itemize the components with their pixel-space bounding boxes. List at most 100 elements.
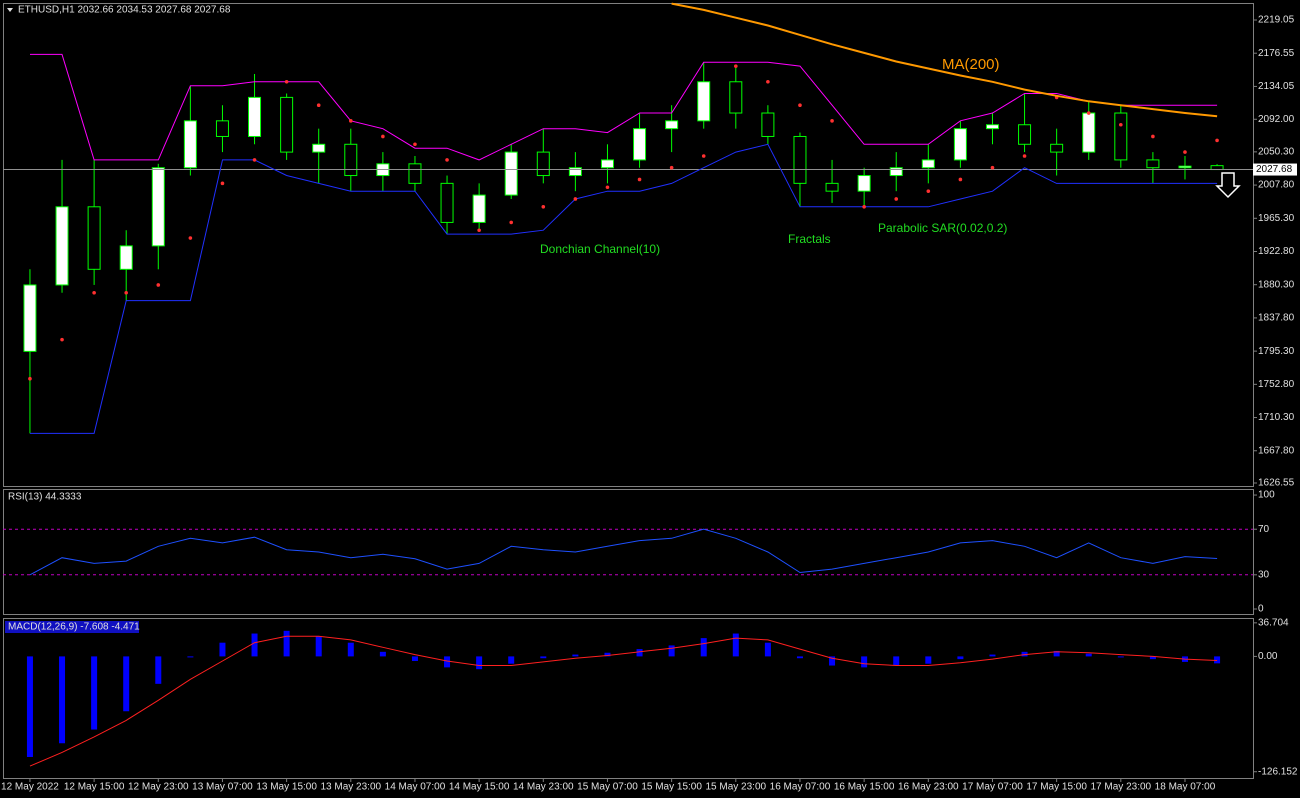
candle-body xyxy=(1178,165,1192,169)
sar-dot xyxy=(798,103,802,108)
y-tick-label: 100 xyxy=(1258,490,1275,501)
candle-body xyxy=(280,96,294,153)
histogram-bar xyxy=(379,651,386,657)
histogram-bar xyxy=(251,633,258,657)
sar-dot xyxy=(830,119,834,123)
histogram-bar xyxy=(925,656,932,664)
candle-body xyxy=(921,159,935,169)
candle-body xyxy=(87,206,101,270)
y-tick-label: 2219.05 xyxy=(1258,15,1295,26)
sar-dot xyxy=(1215,138,1219,143)
x-tick-label: 18 May 07:00 xyxy=(1155,782,1216,793)
candle-body xyxy=(1082,112,1096,153)
sar-dot xyxy=(669,165,674,170)
candle-body xyxy=(344,143,358,177)
x-tick-label: 14 May 23:00 xyxy=(513,782,574,793)
sar-dot xyxy=(92,290,96,295)
candle-body xyxy=(312,143,326,153)
candle-body xyxy=(600,159,614,169)
sar-dot xyxy=(541,204,546,209)
candle-body xyxy=(183,120,197,169)
sar-dot xyxy=(284,79,289,84)
histogram-bar xyxy=(1085,653,1092,657)
sar-dot xyxy=(509,220,514,225)
y-tick-label: 0 xyxy=(1258,604,1264,615)
histogram-bar xyxy=(796,656,803,659)
rsi-panel xyxy=(3,489,1254,615)
histogram-bar xyxy=(26,656,33,757)
histogram-bar xyxy=(668,645,675,657)
sar-dot xyxy=(381,134,385,139)
histogram-bar xyxy=(508,656,515,664)
x-tick-label: 17 May 07:00 xyxy=(962,782,1023,793)
histogram-bar xyxy=(764,642,771,657)
histogram-bar xyxy=(411,656,418,661)
candle-body xyxy=(1146,159,1160,169)
candle-body xyxy=(440,182,454,223)
histogram-bar xyxy=(861,656,868,668)
y-tick-label: 2176.55 xyxy=(1258,48,1295,59)
candle-body xyxy=(119,245,133,270)
candle-body xyxy=(248,96,262,137)
histogram-bar xyxy=(1149,656,1156,660)
histogram-bar xyxy=(829,656,836,666)
sar-dot xyxy=(573,197,578,201)
candle-body xyxy=(1050,143,1064,153)
sar-dot xyxy=(990,165,995,170)
sar-dot xyxy=(252,158,257,162)
x-tick-label: 14 May 07:00 xyxy=(385,782,446,793)
histogram-bar xyxy=(444,656,451,668)
candle-body xyxy=(761,112,775,137)
y-tick-label: 1626.55 xyxy=(1258,478,1295,489)
indicator-line xyxy=(671,2,1218,118)
x-tick-label: 16 May 15:00 xyxy=(834,782,895,793)
candle-body xyxy=(472,194,486,223)
sar-dot xyxy=(894,197,899,201)
sar-dot xyxy=(316,103,321,108)
histogram-bar xyxy=(59,656,66,744)
sar-dot xyxy=(220,181,225,186)
y-tick-label: 1795.30 xyxy=(1258,346,1295,357)
y-tick-label: 1752.80 xyxy=(1258,379,1295,390)
candle-body xyxy=(151,167,165,247)
candle-body xyxy=(1114,112,1128,161)
y-tick-label: 2050.30 xyxy=(1258,147,1295,158)
x-tick-label: 15 May 23:00 xyxy=(705,782,766,793)
histogram-bar xyxy=(540,656,547,659)
y-tick-label: 1710.30 xyxy=(1258,412,1295,423)
candle-body xyxy=(536,151,550,177)
histogram-bar xyxy=(989,654,996,657)
macd-title-bg xyxy=(5,621,139,633)
last-price-label: 2027.68 xyxy=(1256,164,1293,175)
histogram-bar xyxy=(1117,656,1124,658)
candle-body xyxy=(215,120,229,137)
annotation: Fractals xyxy=(788,232,831,246)
candle-body xyxy=(889,167,903,177)
histogram-bar xyxy=(732,633,739,657)
sar-dot xyxy=(413,142,417,147)
y-tick-label: 2007.80 xyxy=(1258,180,1295,191)
y-tick-label: 0.00 xyxy=(1258,651,1278,662)
sar-dot xyxy=(926,189,931,193)
y-tick-label: 1837.80 xyxy=(1258,313,1295,324)
y-tick-label: 1965.30 xyxy=(1258,213,1295,224)
candle-body xyxy=(568,167,582,177)
x-tick-label: 12 May 15:00 xyxy=(64,782,125,793)
rsi-title: RSI(13) 44.3333 xyxy=(8,492,82,503)
y-tick-label: 2134.05 xyxy=(1258,81,1295,92)
y-tick-label: 1922.80 xyxy=(1258,246,1295,257)
histogram-bar xyxy=(604,652,611,657)
x-tick-label: 12 May 23:00 xyxy=(128,782,189,793)
histogram-bar xyxy=(893,656,900,666)
sar-dot xyxy=(1119,122,1123,127)
sar-dot xyxy=(1151,134,1155,139)
price-panel xyxy=(3,3,1254,487)
sar-dot xyxy=(1183,150,1187,154)
histogram-bar xyxy=(572,654,579,657)
y-tick-label: 36.704 xyxy=(1258,617,1289,628)
indicator-line xyxy=(29,528,1218,576)
x-tick-label: 17 May 23:00 xyxy=(1091,782,1152,793)
x-tick-label: 16 May 23:00 xyxy=(898,782,959,793)
